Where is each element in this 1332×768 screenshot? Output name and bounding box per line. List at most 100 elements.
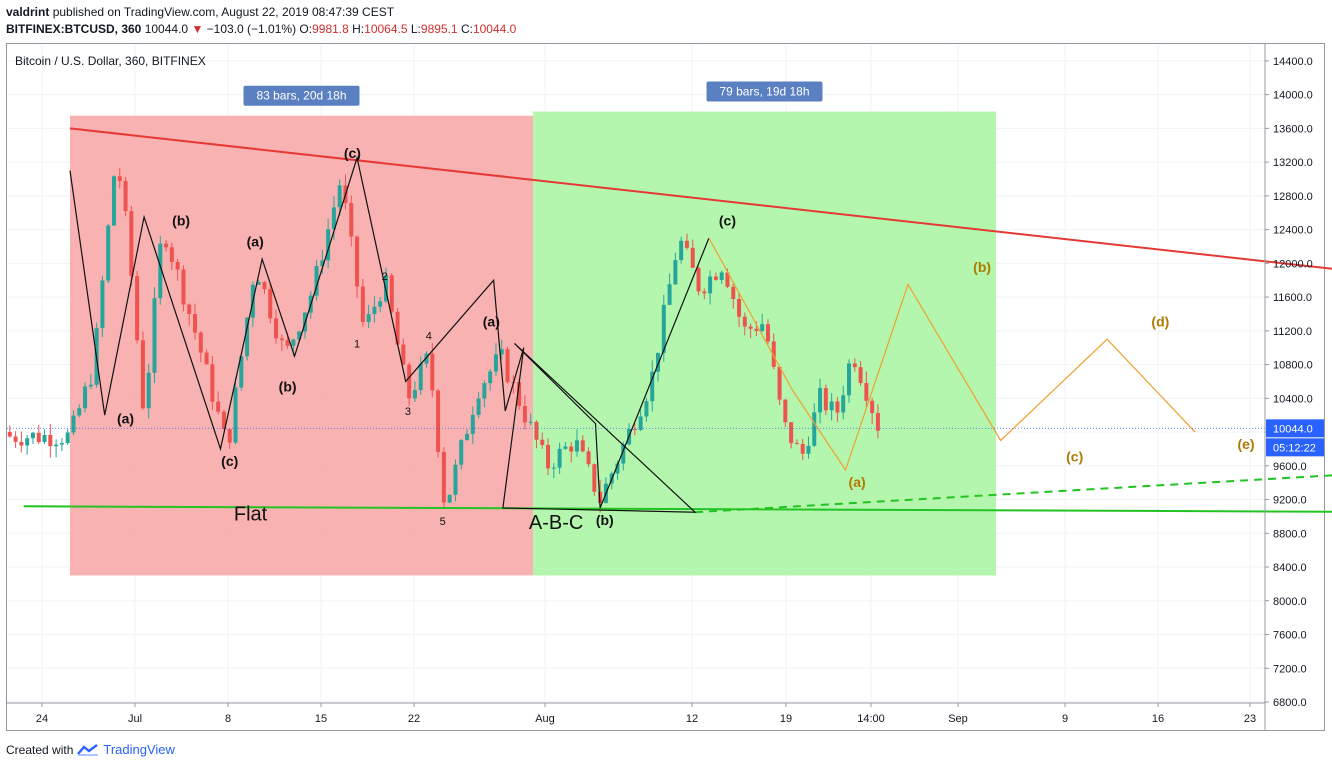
triangle-projection-path[interactable] bbox=[708, 237, 1196, 472]
wave-label: (d) bbox=[1151, 314, 1169, 330]
candle-body bbox=[245, 317, 250, 357]
wave-label: (b) bbox=[973, 259, 991, 275]
footer: Created with TradingView bbox=[6, 742, 175, 757]
candle-body bbox=[505, 349, 510, 383]
x-tick-label: Aug bbox=[535, 713, 555, 725]
candle-body bbox=[615, 463, 620, 474]
candle-body bbox=[499, 349, 504, 355]
candle-body bbox=[812, 412, 817, 446]
candle-body bbox=[297, 331, 302, 340]
wave-label: (c) bbox=[221, 453, 238, 469]
candle-body bbox=[169, 247, 174, 262]
candle-body bbox=[528, 421, 533, 423]
candle-body bbox=[204, 352, 209, 365]
candle-body bbox=[748, 326, 753, 329]
y-tick-label: 10400.0 bbox=[1273, 393, 1313, 405]
last-price-label: 10044.0 bbox=[1273, 423, 1313, 435]
candle-body bbox=[569, 446, 574, 452]
candle-body bbox=[25, 438, 30, 446]
published-text: published on TradingView.com, August 22,… bbox=[52, 5, 395, 19]
candle-body bbox=[262, 282, 267, 290]
candle-body bbox=[268, 289, 273, 319]
candle-body bbox=[216, 401, 221, 412]
chart-title: Bitcoin / U.S. Dollar, 360, BITFINEX bbox=[15, 54, 206, 68]
candle-body bbox=[366, 314, 371, 323]
candle-body bbox=[48, 434, 53, 447]
candle-body bbox=[534, 421, 539, 440]
candle-body bbox=[493, 354, 498, 372]
wave-label: (a) bbox=[483, 314, 500, 330]
resistance-trend-line[interactable] bbox=[69, 127, 1332, 373]
wave-label: (c) bbox=[344, 145, 361, 161]
change-text: −103.0 (−1.01%) bbox=[206, 22, 297, 36]
candle-body bbox=[193, 313, 198, 333]
candle-body bbox=[713, 276, 718, 280]
candle-body bbox=[158, 243, 163, 299]
candle-body bbox=[644, 401, 649, 417]
candle-body bbox=[152, 298, 157, 373]
wave-label: 4 bbox=[426, 330, 432, 342]
rising-support-dashed-line[interactable] bbox=[694, 428, 1332, 514]
candle-body bbox=[233, 387, 238, 443]
candle-body bbox=[540, 439, 545, 445]
candle-body bbox=[123, 180, 128, 212]
range-badge-label: 83 bars, 20d 18h bbox=[256, 89, 346, 103]
candle-body bbox=[864, 383, 869, 401]
candle-body bbox=[656, 352, 661, 372]
close-label: C: bbox=[460, 22, 473, 36]
y-tick-label: 14000.0 bbox=[1273, 90, 1313, 102]
candle-body bbox=[823, 388, 828, 411]
candle-body bbox=[83, 386, 88, 409]
tradingview-brand[interactable]: TradingView bbox=[103, 742, 175, 757]
candle-body bbox=[846, 363, 851, 396]
candle-body bbox=[111, 176, 116, 226]
wave-label: (a) bbox=[247, 233, 264, 249]
created-with-text: Created with bbox=[6, 742, 74, 757]
candle-body bbox=[42, 434, 47, 443]
y-tick-label: 9200.0 bbox=[1273, 495, 1307, 507]
wave-label: (b) bbox=[596, 512, 614, 528]
candle-body bbox=[638, 416, 643, 430]
candle-body bbox=[378, 301, 383, 307]
candle-body bbox=[326, 229, 331, 261]
candle-body bbox=[875, 412, 880, 431]
candle-body bbox=[418, 363, 423, 391]
candle-body bbox=[117, 176, 122, 181]
candle-body bbox=[59, 443, 64, 445]
y-tick-label: 10800.0 bbox=[1273, 360, 1313, 372]
low-value: 9895.1 bbox=[420, 22, 458, 36]
x-tick-label: 15 bbox=[315, 713, 327, 725]
y-tick-label: 11200.0 bbox=[1273, 326, 1312, 338]
candle-body bbox=[320, 260, 325, 267]
candle-body bbox=[239, 356, 244, 388]
candle-body bbox=[586, 451, 591, 465]
countdown-label: 05:12:22 bbox=[1273, 442, 1316, 454]
candle-body bbox=[198, 332, 203, 353]
candle-body bbox=[210, 364, 215, 402]
support-trend-line[interactable] bbox=[23, 505, 1332, 514]
green-range-zone[interactable] bbox=[533, 111, 996, 576]
candle-body bbox=[146, 372, 151, 409]
candle-body bbox=[574, 440, 579, 452]
candle-body bbox=[331, 207, 336, 230]
tradingview-logo-icon bbox=[77, 743, 99, 756]
candle-body bbox=[187, 304, 192, 314]
author-name[interactable]: valdrint bbox=[6, 5, 50, 19]
candle-body bbox=[372, 306, 377, 315]
candle-body bbox=[702, 291, 707, 294]
x-tick-label: 16 bbox=[1152, 713, 1164, 725]
candle-body bbox=[835, 401, 840, 413]
candle-body bbox=[551, 467, 556, 469]
y-tick-label: 7600.0 bbox=[1273, 630, 1307, 642]
wave-label: (b) bbox=[172, 212, 190, 228]
candle-body bbox=[470, 414, 475, 434]
candle-body bbox=[285, 340, 290, 346]
pattern-annotation: Flat bbox=[234, 504, 268, 526]
candle-body bbox=[476, 398, 481, 415]
candle-body bbox=[777, 366, 782, 400]
elliott-wave-path[interactable] bbox=[69, 155, 710, 513]
wave-label: (c) bbox=[719, 212, 736, 228]
candle-body bbox=[30, 432, 35, 439]
y-tick-label: 13600.0 bbox=[1273, 123, 1313, 135]
